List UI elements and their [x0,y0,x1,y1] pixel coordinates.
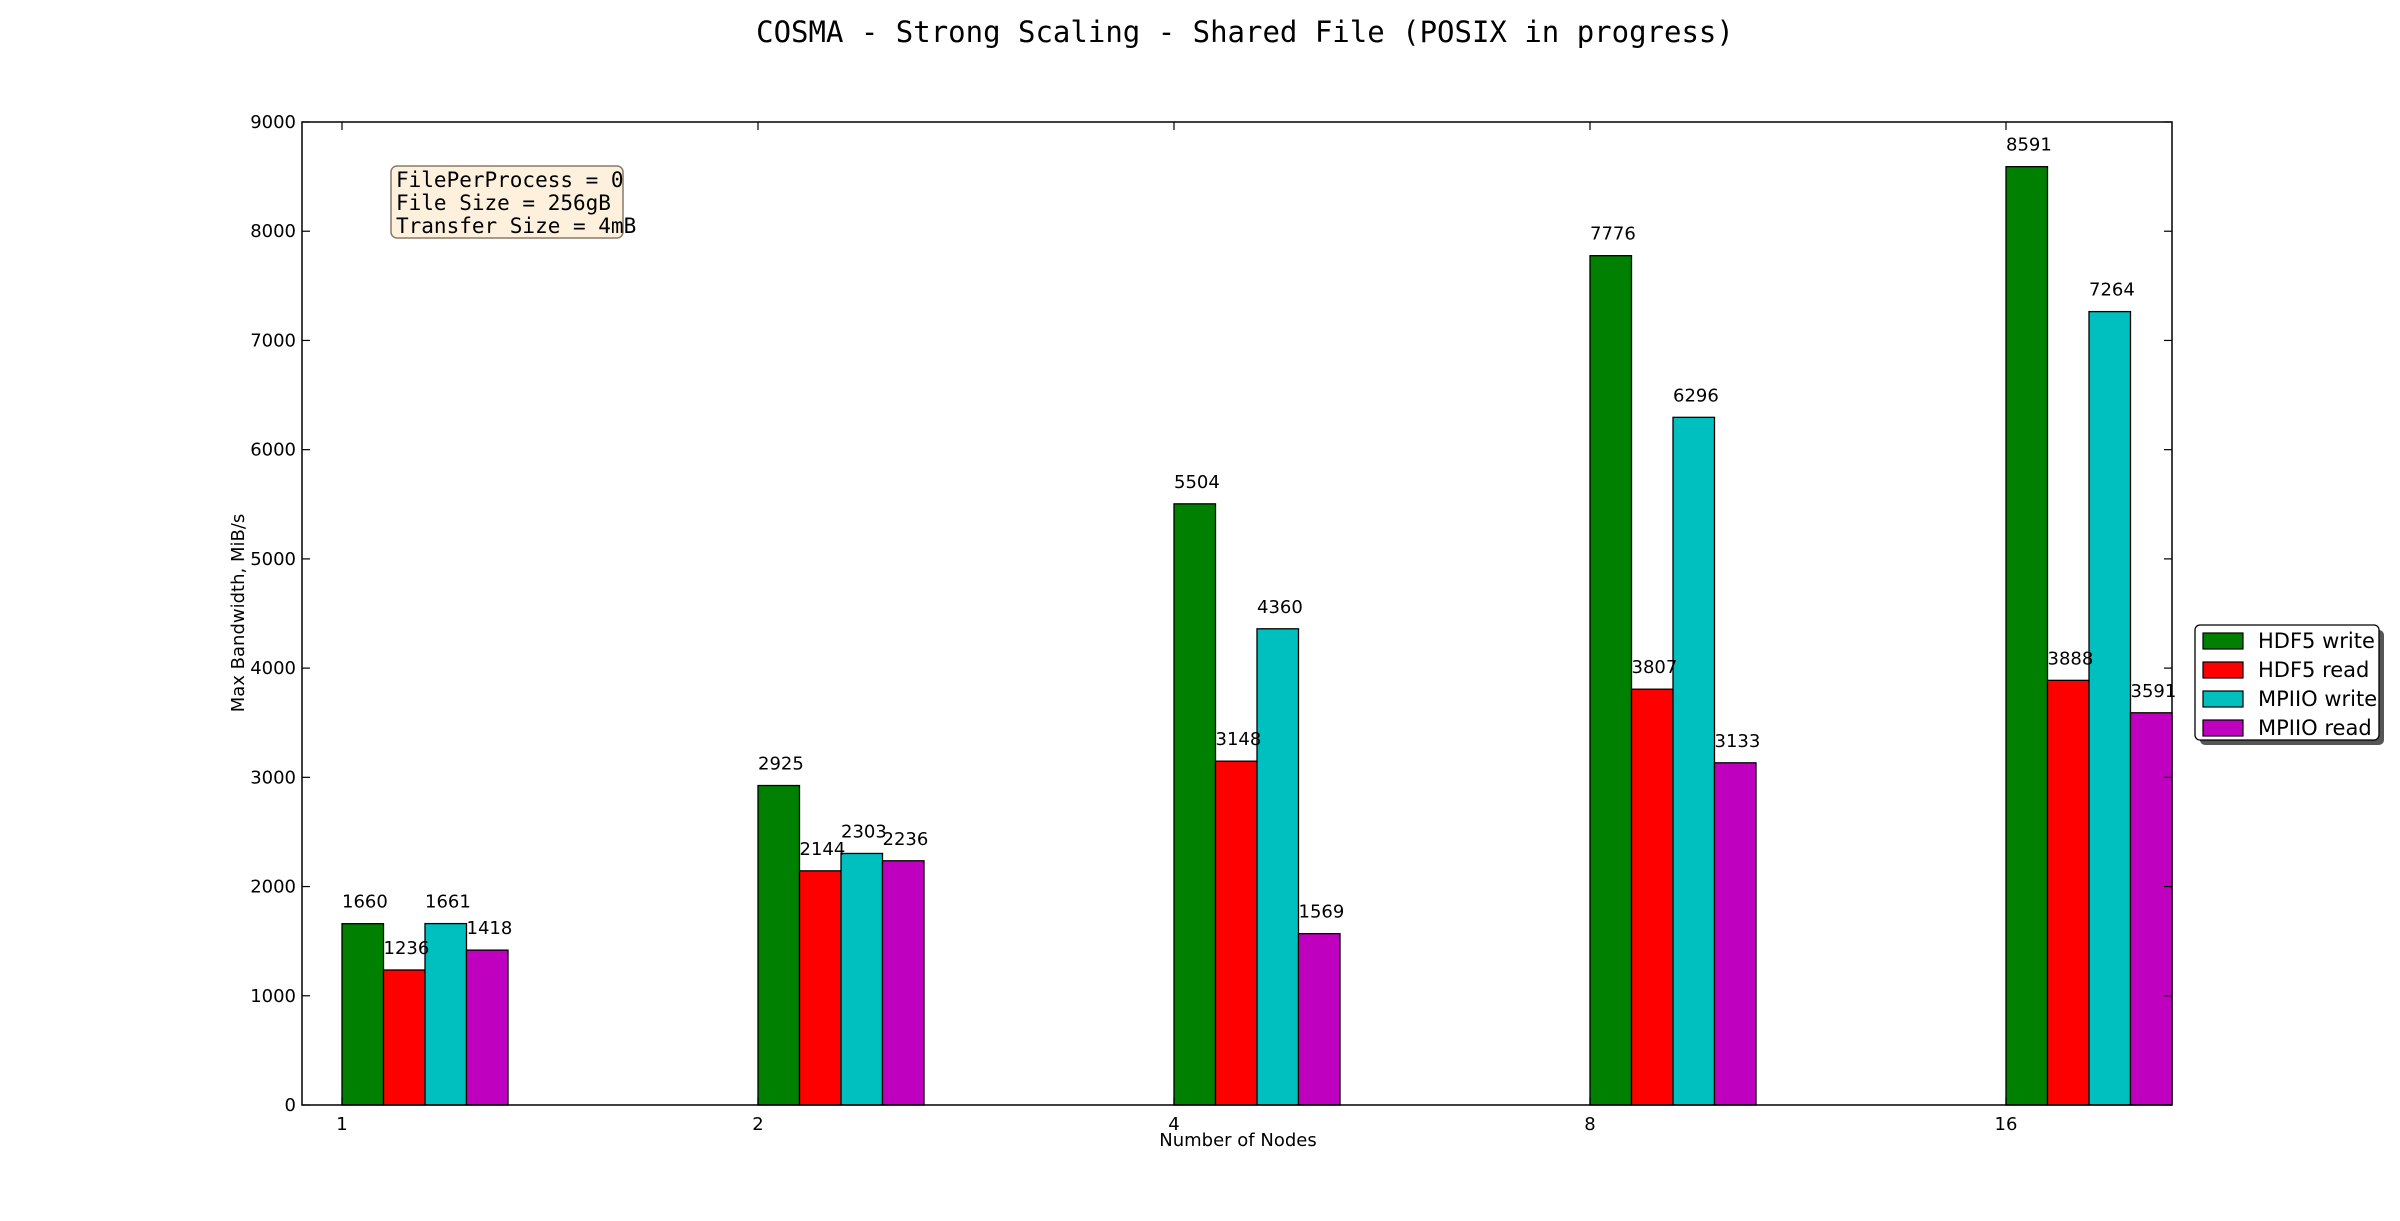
bar-value-label: 5504 [1174,472,1220,493]
annotation-background [390,165,624,239]
legend-swatch [2202,632,2244,650]
chart-title: COSMA - Strong Scaling - Shared File (PO… [756,15,1734,49]
bar-hdf5-read-16 [2046,679,2090,1106]
y-tick-label: 5000 [250,549,296,570]
bar-value-label: 3591 [2131,681,2177,702]
bar-value-label: 2236 [883,829,929,850]
y-tick-label: 8000 [250,221,296,242]
bar-value-label: 1660 [342,892,388,913]
bar-value-label: 2303 [841,821,887,842]
bar-value-label: 1236 [384,938,430,959]
bar-hdf5-read-2 [798,870,842,1106]
x-tick-label: 4 [1168,1114,1179,1135]
bar-mpiio-write-1 [424,922,468,1106]
legend-entry-label: HDF5 write [2258,629,2375,653]
bars-group [341,166,2173,1106]
bar-value-label: 3807 [1632,657,1678,678]
bar-mpiio-read-2 [881,860,925,1106]
annotation-box: FilePerProcess = 0 File Size = 256gB Tra… [390,165,636,239]
bar-mpiio-write-16 [2088,310,2132,1106]
bar-value-label: 7776 [1590,224,1636,245]
legend-swatch [2202,690,2244,708]
legend-swatch [2202,661,2244,679]
bar-value-label: 7264 [2089,280,2135,301]
x-tick-label: 2 [752,1114,763,1135]
bar-hdf5-read-4 [1214,760,1258,1106]
y-tick-label: 3000 [250,767,296,788]
bar-value-label: 2144 [800,839,846,860]
x-tick-label: 16 [1995,1114,2018,1135]
bar-value-label: 3133 [1715,731,1761,752]
bar-value-label: 1661 [425,892,471,913]
y-tick-label: 4000 [250,658,296,679]
y-tick-label: 2000 [250,877,296,898]
bar-hdf5-write-4 [1173,503,1217,1106]
legend-swatch [2202,719,2244,737]
y-tick-label: 7000 [250,330,296,351]
axes-group: 0 1000 2000 3000 4000 5000 6000 7000 8000 9000 1 2 4… [250,112,2173,1135]
legend-entry-label: MPIIO write [2258,687,2377,711]
bar-hdf5-write-1 [341,923,385,1106]
bar-mpiio-read-1 [465,949,509,1106]
bar-hdf5-write-2 [757,784,801,1106]
y-tick-label: 9000 [250,112,296,133]
bar-mpiio-read-8 [1713,762,1757,1106]
plot-frame [301,121,2173,1106]
bar-mpiio-read-4 [1297,932,1341,1106]
bar-hdf5-write-16 [2005,166,2049,1106]
bar-mpiio-read-16 [2129,712,2173,1106]
annotation-line-3: Transfer Size = 4mB [396,214,636,238]
bar-mpiio-write-4 [1256,628,1300,1106]
bar-value-label: 3148 [1216,729,1262,750]
bar-value-label: 1569 [1299,902,1345,923]
x-axis-label: Number of Nodes [1159,1130,1316,1151]
bar-mpiio-write-2 [840,852,884,1106]
bar-hdf5-write-8 [1589,255,1633,1106]
x-tick-label: 8 [1584,1114,1595,1135]
bar-value-label: 2925 [758,754,804,775]
bar-value-label: 8591 [2006,135,2052,156]
bar-value-label: 3888 [2048,648,2094,669]
legend-entry-label: MPIIO read [2258,716,2372,740]
bar-labels-group: 1660 2925 5504 7776 8591 1236 2144 3148 3807 3888… [342,135,2176,959]
bar-value-label: 1418 [467,918,513,939]
annotation-line-2: File Size = 256gB [396,191,611,215]
legend: HDF5 write HDF5 read MPIIO write MPIIO read [2194,624,2384,745]
bar-mpiio-write-8 [1672,416,1716,1106]
bar-hdf5-read-1 [382,969,426,1106]
y-tick-label: 0 [285,1095,296,1116]
y-tick-label: 1000 [250,986,296,1007]
bar-value-label: 4360 [1257,597,1303,618]
legend-frame [2194,624,2380,741]
bar-value-label: 6296 [1673,385,1719,406]
annotation-line-1: FilePerProcess = 0 [396,168,624,192]
x-tick-label: 1 [336,1114,347,1135]
y-axis-label: Max Bandwidth, MiB/s [228,514,249,713]
bar-hdf5-read-8 [1630,688,1674,1106]
y-tick-label: 6000 [250,440,296,461]
legend-entry-label: HDF5 read [2258,658,2369,682]
